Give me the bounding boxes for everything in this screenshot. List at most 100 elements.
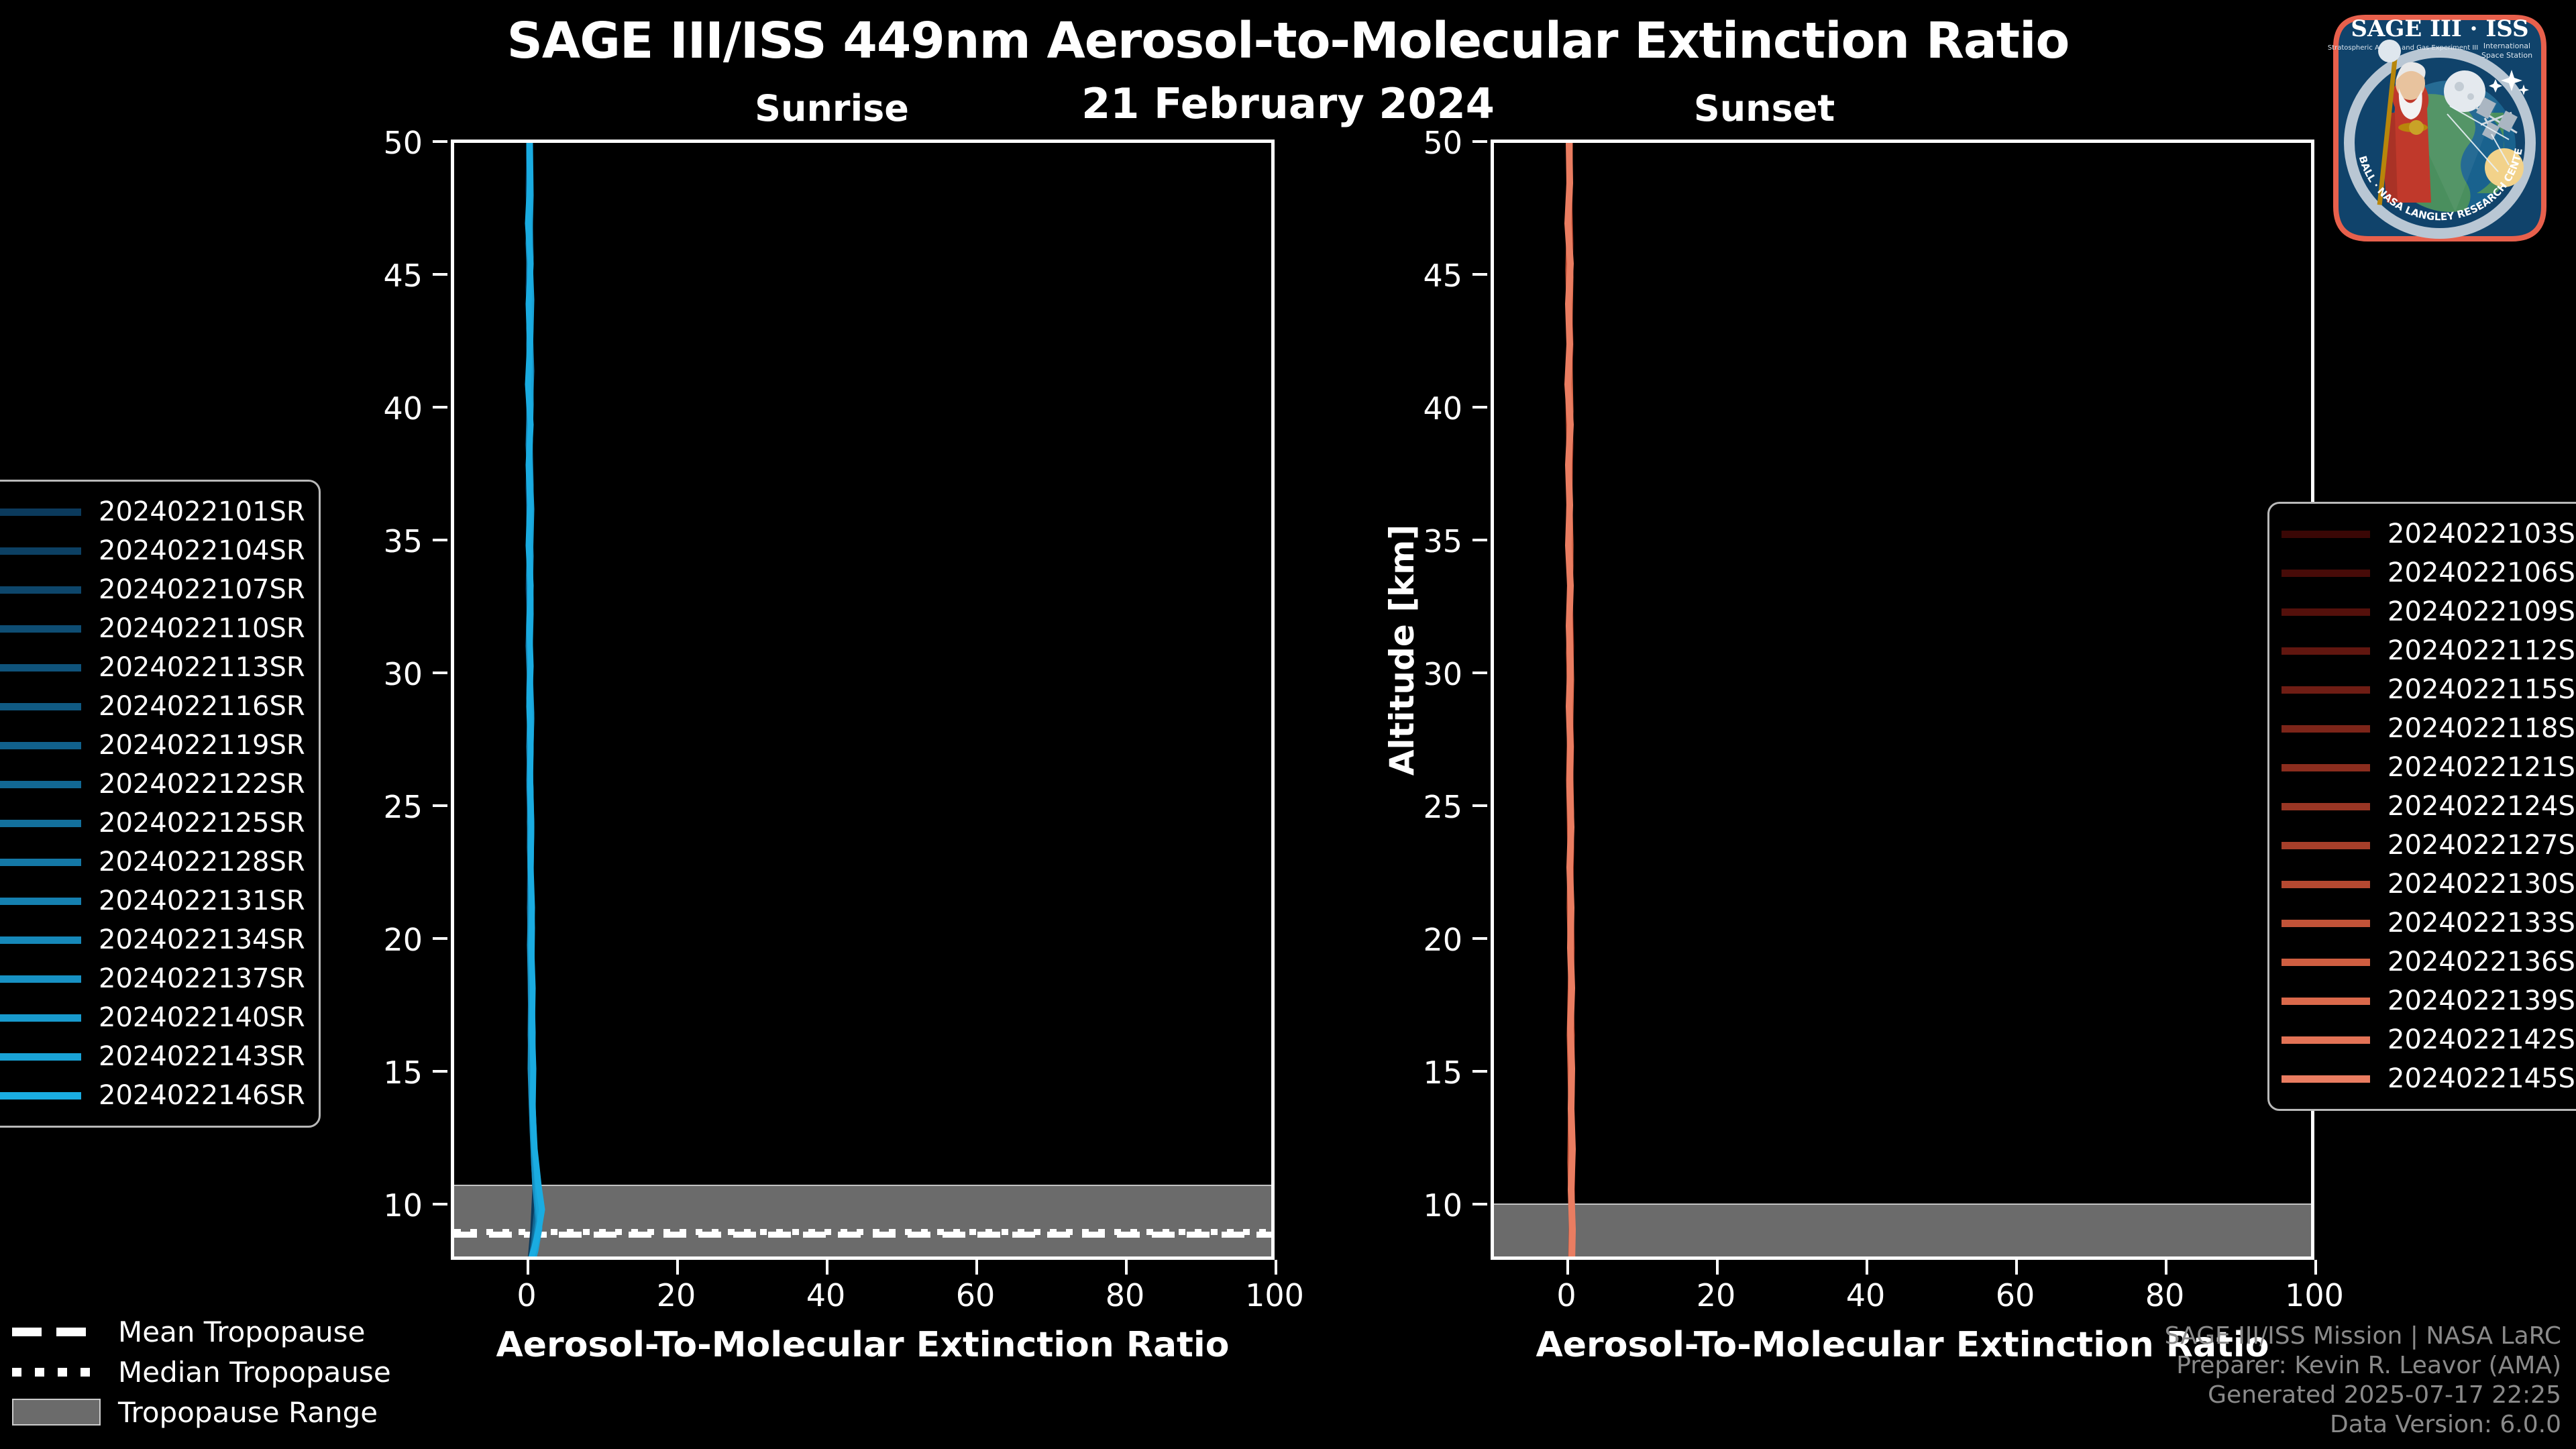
legend-item[interactable]: 2024022113SR <box>0 648 305 687</box>
legend-item[interactable]: 2024022118SS <box>2282 709 2576 748</box>
legend-item[interactable]: 2024022119SR <box>0 726 305 765</box>
legend-color-swatch <box>0 819 81 827</box>
legend-item-label: 2024022112SS <box>2387 635 2576 666</box>
legend-color-swatch <box>2282 802 2370 810</box>
logo-subtitle-right-1: International <box>2483 42 2530 50</box>
legend-color-swatch <box>0 741 81 749</box>
sunset-ytick-25: 25 <box>1423 789 1462 825</box>
legend-color-swatch <box>2282 997 2370 1005</box>
legend-item-label: 2024022142SS <box>2387 1024 2576 1055</box>
legend-item[interactable]: 2024022128SR <box>0 843 305 881</box>
legend-item-label: 2024022139SS <box>2387 985 2576 1016</box>
sunset-xtick-mark-80 <box>2165 1260 2167 1275</box>
legend-color-swatch <box>0 663 81 672</box>
legend-item[interactable]: 2024022133SS <box>2282 904 2576 943</box>
sunset-ytick-mark-10 <box>1472 1203 1487 1205</box>
sunrise-xtick-mark-100 <box>1275 1260 1277 1275</box>
tropopause-range-swatch-icon <box>12 1399 101 1426</box>
legend-item[interactable]: 2024022127SS <box>2282 826 2576 865</box>
legend-item-label: 2024022128SR <box>99 847 305 877</box>
mean-tropopause-label: Mean Tropopause <box>118 1315 366 1348</box>
sunset-ytick-15: 15 <box>1423 1055 1462 1091</box>
legend-item-label: 2024022104SR <box>99 535 305 566</box>
legend-item[interactable]: 2024022104SR <box>0 531 305 570</box>
legend-item[interactable]: 2024022131SR <box>0 881 305 920</box>
legend-item[interactable]: 2024022145SS <box>2282 1059 2576 1098</box>
legend-item[interactable]: 2024022137SR <box>0 959 305 998</box>
legend-item[interactable]: 2024022124SS <box>2282 787 2576 826</box>
legend-item[interactable]: 2024022106SS <box>2282 553 2576 592</box>
sunset-xtick-mark-0 <box>1566 1260 1569 1275</box>
logo-title: SAGE III · ISS <box>2351 15 2528 42</box>
sunrise-xtick-mark-20 <box>676 1260 679 1275</box>
legend-item[interactable]: 2024022140SR <box>0 998 305 1037</box>
sunset-ytick-mark-40 <box>1472 406 1487 409</box>
sunset-xtick-mark-20 <box>1716 1260 1719 1275</box>
legend-item[interactable]: 2024022142SS <box>2282 1020 2576 1059</box>
sunrise-mean-tropopause-line <box>454 1232 1271 1238</box>
legend-item-label: 2024022116SR <box>99 691 305 722</box>
legend-item[interactable]: 2024022109SS <box>2282 592 2576 631</box>
sunrise-legend[interactable]: 2024022101SR 2024022104SR 2024022107SR 2… <box>0 480 321 1128</box>
sunset-xtick-80: 80 <box>2145 1277 2185 1313</box>
sunset-ytick-20: 20 <box>1423 922 1462 958</box>
legend-item-label: 2024022109SS <box>2387 596 2576 627</box>
legend-item[interactable]: 2024022125SR <box>0 804 305 843</box>
sunset-profile-traces <box>1564 143 1576 1256</box>
legend-item[interactable]: 2024022101SR <box>0 492 305 531</box>
legend-item[interactable]: 2024022107SR <box>0 570 305 609</box>
credits-preparer: Preparer: Kevin R. Leavor (AMA) <box>2176 1352 2561 1380</box>
legend-item[interactable]: 2024022136SS <box>2282 943 2576 981</box>
sunrise-xtick-100: 100 <box>1245 1277 1304 1313</box>
legend-item[interactable]: 2024022130SS <box>2282 865 2576 904</box>
sunset-xtick-20: 20 <box>1696 1277 1736 1313</box>
sunrise-ytick-mark-35 <box>433 539 447 541</box>
credits-mission: SAGE III/ISS Mission | NASA LaRC <box>2164 1322 2561 1350</box>
sunset-tropopause-range-band <box>1494 1203 2311 1256</box>
legend-item-label: 2024022107SR <box>99 574 305 605</box>
legend-item[interactable]: 2024022116SR <box>0 687 305 726</box>
sunrise-xtick-80: 80 <box>1105 1277 1145 1313</box>
legend-item[interactable]: 2024022112SS <box>2282 631 2576 670</box>
legend-color-swatch <box>0 897 81 905</box>
sunrise-xtick-40: 40 <box>806 1277 846 1313</box>
legend-color-swatch <box>0 1091 81 1099</box>
sunrise-ytick-35: 35 <box>383 523 423 559</box>
sunset-x-axis-title: Aerosol-To-Molecular Extinction Ratio <box>1536 1325 2269 1365</box>
legend-item-label: 2024022119SR <box>99 730 305 761</box>
legend-item-label: 2024022101SR <box>99 496 305 527</box>
legend-item[interactable]: 2024022134SR <box>0 920 305 959</box>
sunrise-ytick-30: 30 <box>383 656 423 692</box>
sunrise-profile-traces <box>525 143 545 1256</box>
sunset-legend[interactable]: 2024022103SS 2024022106SS 2024022109SS 2… <box>2267 502 2576 1111</box>
sunrise-ytick-mark-15 <box>433 1070 447 1073</box>
legend-item[interactable]: 2024022122SR <box>0 765 305 804</box>
tropopause-key-range: Tropopause Range <box>12 1392 391 1432</box>
legend-item-label: 2024022137SR <box>99 963 305 994</box>
date-subtitle: 21 February 2024 <box>1081 79 1495 128</box>
legend-item[interactable]: 2024022103SS <box>2282 515 2576 553</box>
legend-item-label: 2024022131SR <box>99 885 305 916</box>
legend-item[interactable]: 2024022139SS <box>2282 981 2576 1020</box>
legend-item[interactable]: 2024022146SR <box>0 1076 305 1115</box>
legend-item[interactable]: 2024022121SS <box>2282 748 2576 787</box>
sunrise-ytick-mark-30 <box>433 672 447 674</box>
legend-item-label: 2024022127SS <box>2387 830 2576 861</box>
legend-item[interactable]: 2024022143SR <box>0 1037 305 1076</box>
sunset-plot-area <box>1491 140 2314 1260</box>
legend-color-swatch <box>2282 569 2370 577</box>
legend-item-label: 2024022106SS <box>2387 557 2576 588</box>
legend-color-swatch <box>2282 647 2370 655</box>
sunrise-ytick-mark-20 <box>433 937 447 940</box>
legend-item-label: 2024022115SS <box>2387 674 2576 705</box>
sunrise-ytick-40: 40 <box>383 390 423 427</box>
sunset-ytick-mark-30 <box>1472 672 1487 674</box>
legend-color-swatch <box>2282 724 2370 733</box>
legend-item[interactable]: 2024022110SR <box>0 609 305 648</box>
mean-tropopause-line-icon <box>12 1327 101 1336</box>
legend-color-swatch <box>0 702 81 710</box>
legend-item[interactable]: 2024022115SS <box>2282 670 2576 709</box>
sunset-ytick-mark-35 <box>1472 539 1487 541</box>
legend-color-swatch <box>0 1014 81 1022</box>
legend-item-label: 2024022113SR <box>99 652 305 683</box>
